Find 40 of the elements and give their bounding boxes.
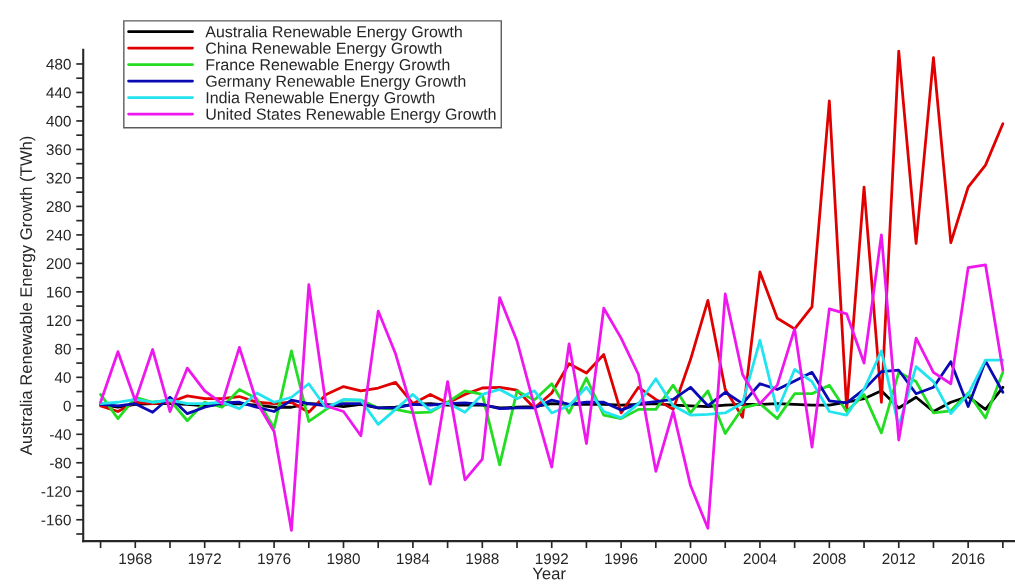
y-tick-label: 320 — [46, 172, 71, 184]
y-tick-label: 280 — [46, 201, 71, 213]
y-tick-label: 120 — [47, 315, 71, 327]
x-tick-label: 1984 — [397, 553, 430, 565]
y-tick-label: 40 — [54, 372, 71, 384]
x-tick-label: 1988 — [466, 553, 499, 565]
x-tick-label: 1992 — [535, 553, 568, 565]
y-axis-title: Australia Renewable Energy Growth (TWh) — [19, 136, 36, 456]
legend-label: China Renewable Energy Growth — [206, 42, 442, 58]
legend-label: India Renewable Energy Growth — [206, 91, 435, 107]
legend-label: Australia Renewable Energy Growth — [205, 25, 462, 41]
y-tick-label: -120 — [41, 486, 71, 497]
y-tick-label: 360 — [46, 144, 71, 156]
line-series — [99, 233, 1005, 532]
line-series — [99, 338, 1005, 428]
legend-label: United States Renewable Energy Growth — [206, 108, 496, 123]
legend-label: Germany Renewable Energy Growth — [206, 75, 466, 90]
x-tick-label: 1968 — [119, 553, 152, 565]
y-tick-label: -80 — [50, 457, 71, 469]
x-tick-label: 2000 — [674, 553, 707, 565]
x-axis-title: Year — [532, 567, 566, 580]
x-tick-label: 2008 — [813, 553, 846, 565]
y-tick-label: 80 — [55, 343, 71, 355]
y-tick-label: 400 — [46, 115, 71, 127]
x-tick-label: 2016 — [951, 553, 985, 565]
legend-label: France Renewable Energy Growth — [206, 58, 450, 74]
y-tick-label: 200 — [46, 258, 71, 270]
y-tick-label: 160 — [47, 286, 71, 298]
x-tick-label: 1976 — [258, 553, 291, 565]
y-tick-label: 440 — [46, 87, 71, 99]
x-tick-label: 1996 — [605, 553, 638, 565]
y-tick-label: 240 — [46, 229, 71, 241]
y-tick-label: 0 — [63, 400, 71, 412]
x-tick-label: 1980 — [327, 553, 360, 565]
y-tick-label: -40 — [50, 429, 71, 440]
y-tick-label: 480 — [46, 58, 71, 70]
x-tick-label: 1972 — [188, 553, 221, 565]
x-tick-label: 2004 — [743, 553, 777, 565]
y-tick-label: -160 — [41, 514, 71, 526]
x-tick-label: 2012 — [882, 553, 915, 565]
